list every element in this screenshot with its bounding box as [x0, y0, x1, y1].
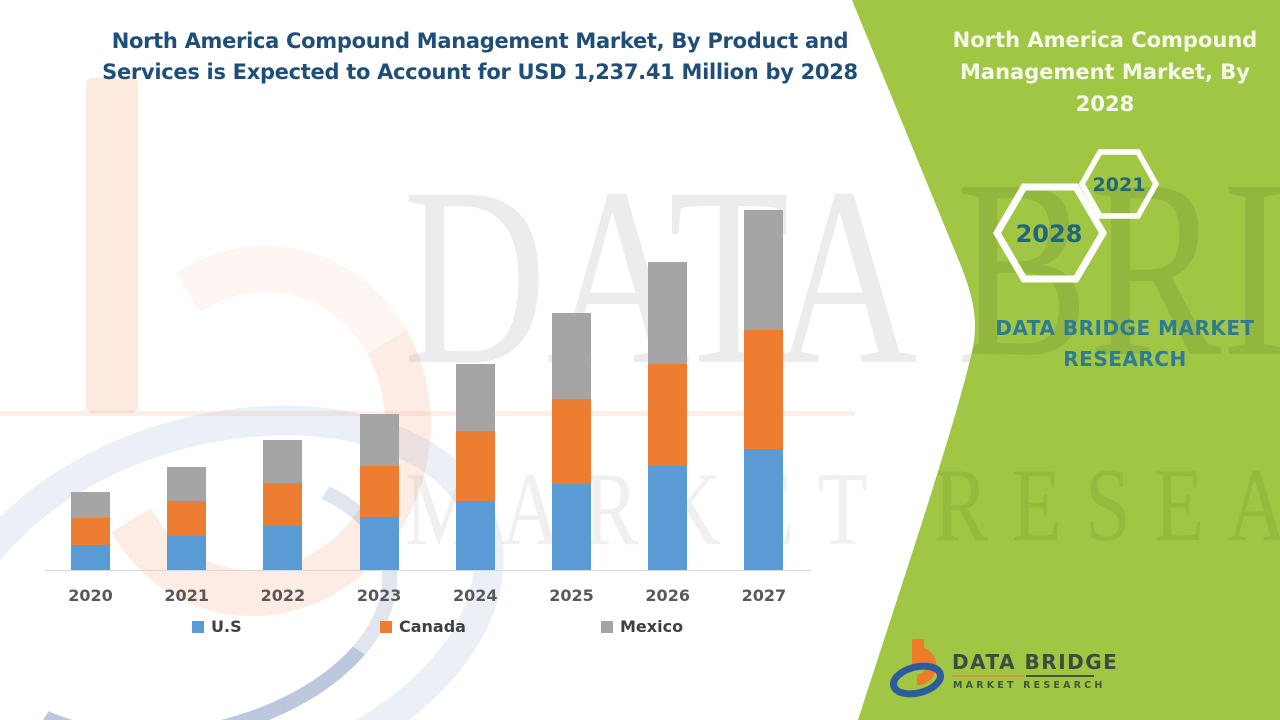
bar-segment-us — [744, 449, 784, 570]
bar-segment-us — [359, 517, 399, 570]
bar-segment-canada — [648, 364, 688, 466]
legend-swatch — [380, 620, 392, 633]
bar-2026 — [648, 262, 688, 570]
side-panel-brand-line2: RESEARCH — [1063, 347, 1187, 371]
legend-item-us: U.S — [192, 617, 242, 636]
bar-segment-us — [552, 484, 591, 570]
bar-segment-us — [167, 536, 207, 570]
page-title-line2: Services is Expected to Account for USD … — [102, 60, 858, 84]
side-panel-heading: North America Compound Management Market… — [940, 24, 1270, 120]
bar-segment-canada — [455, 431, 495, 501]
page-title: North America Compound Management Market… — [40, 26, 920, 88]
x-axis-label-2024: 2024 — [453, 586, 498, 605]
x-axis-label-2021: 2021 — [164, 586, 209, 605]
legend-label: U.S — [211, 617, 242, 636]
bar-segment-mexico — [167, 467, 207, 501]
bar-2024 — [455, 364, 495, 570]
x-axis-label-2025: 2025 — [549, 586, 594, 605]
logo-underline-left — [952, 675, 1024, 677]
side-panel-heading-line1: North America Compound — [952, 28, 1258, 52]
hexagon-2021-label: 2021 — [1092, 174, 1146, 196]
bar-segment-us — [263, 526, 303, 570]
bar-segment-mexico — [263, 440, 303, 483]
legend-label: Mexico — [620, 617, 684, 636]
bar-2027 — [744, 210, 784, 570]
bar-segment-mexico — [71, 492, 110, 518]
legend-item-mexico: Mexico — [601, 617, 683, 636]
bar-segment-canada — [71, 518, 110, 545]
x-axis-label-2026: 2026 — [645, 586, 690, 605]
legend-item-canada: Canada — [380, 617, 466, 636]
bar-2023 — [359, 414, 399, 570]
bar-segment-canada — [167, 501, 207, 536]
databridge-logo-name: DATA BRIDGE — [952, 650, 1119, 674]
watermark-logo-b-stem — [86, 78, 138, 413]
databridge-logo-mark — [890, 639, 944, 698]
legend-label: Canada — [399, 617, 466, 636]
x-axis-label-2022: 2022 — [260, 586, 306, 605]
bar-2021 — [167, 467, 207, 570]
bar-segment-canada — [359, 466, 399, 517]
chart-legend: U.S Canada Mexico — [0, 617, 900, 643]
stacked-bar-chart — [45, 200, 811, 571]
x-axis-line — [45, 570, 811, 571]
bar-segment-canada — [552, 399, 591, 484]
bar-2022 — [263, 440, 303, 570]
page-title-line1: North America Compound Management Market… — [111, 29, 849, 53]
legend-swatch — [192, 620, 204, 633]
x-axis-label-2020: 2020 — [68, 586, 113, 605]
x-axis-labels: 2020 2021 2022 2023 2024 2025 2026 2027 — [45, 586, 815, 610]
x-axis-label-2027: 2027 — [741, 586, 787, 605]
bar-segment-mexico — [744, 210, 784, 330]
bar-segment-mexico — [455, 364, 495, 431]
bar-2020 — [71, 492, 110, 570]
bar-segment-us — [648, 466, 688, 570]
hexagon-2028-label: 2028 — [1015, 220, 1083, 248]
bar-segment-mexico — [552, 313, 591, 399]
logo-underline-right — [1026, 675, 1094, 677]
bar-segment-canada — [744, 330, 784, 449]
bar-segment-us — [71, 545, 110, 570]
bar-segment-canada — [263, 483, 303, 526]
bar-2025 — [552, 313, 591, 570]
bar-segment-us — [455, 501, 495, 570]
legend-swatch — [601, 620, 613, 633]
side-panel-brand-line1: DATA BRIDGE MARKET — [995, 316, 1255, 340]
watermark-accent-line — [0, 411, 855, 416]
side-panel-heading-line2: Management Market, By 2028 — [960, 60, 1250, 116]
x-axis-label-2023: 2023 — [356, 586, 402, 605]
side-panel-brand-text: DATA BRIDGE MARKET RESEARCH — [960, 313, 1280, 375]
bar-segment-mexico — [359, 414, 399, 466]
databridge-logo-tagline: MARKET RESEARCH — [953, 680, 1106, 691]
bar-segment-mexico — [648, 262, 688, 364]
